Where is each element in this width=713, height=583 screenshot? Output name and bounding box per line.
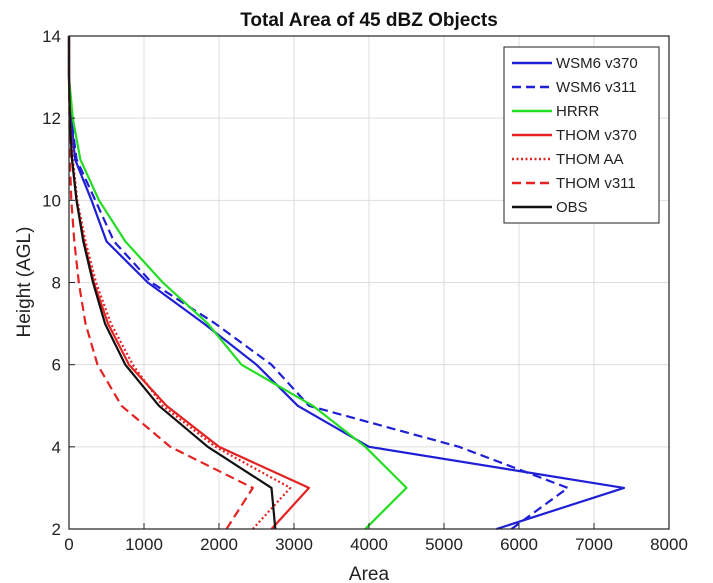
series-line-6 bbox=[67, 36, 254, 530]
x-tick-label: 8000 bbox=[650, 535, 688, 554]
y-axis-label: Height (AGL) bbox=[14, 227, 35, 338]
x-tick-label: 2000 bbox=[200, 535, 238, 554]
legend-label: WSM6 v370 bbox=[556, 55, 638, 72]
y-tick-label: 10 bbox=[42, 191, 61, 210]
legend-label: THOM v370 bbox=[556, 127, 637, 144]
legend-label: THOM AA bbox=[556, 151, 624, 168]
x-tick-label: 7000 bbox=[575, 535, 613, 554]
x-tick-label: 3000 bbox=[275, 535, 313, 554]
axis-ticks: 0 1000 2000 3000 4000 5000 6000 7000 8000 2 4 6 8 10 1… bbox=[42, 27, 688, 554]
chart-title: Total Area of 45 dBZ Objects bbox=[240, 10, 498, 31]
legend-label: WSM6 v311 bbox=[556, 79, 637, 96]
legend-label: HRRR bbox=[556, 103, 599, 120]
y-tick-label: 6 bbox=[52, 356, 61, 375]
x-axis-label: Area bbox=[349, 564, 390, 583]
x-tick-label: 0 bbox=[64, 535, 73, 554]
y-tick-label: 8 bbox=[52, 274, 61, 293]
legend-label: OBS bbox=[556, 199, 588, 216]
x-tick-label: 4000 bbox=[350, 535, 388, 554]
legend: WSM6 v370 WSM6 v311 HRRR THOM v370 THOM AA TH… bbox=[503, 46, 660, 224]
y-tick-label: 2 bbox=[52, 520, 61, 539]
series-line-5 bbox=[67, 36, 292, 530]
y-tick-label: 4 bbox=[52, 438, 61, 457]
x-tick-label: 5000 bbox=[425, 535, 463, 554]
y-tick-label: 12 bbox=[42, 109, 61, 128]
legend-label: THOM v311 bbox=[556, 175, 636, 192]
x-tick-label: 1000 bbox=[125, 535, 163, 554]
x-tick-label: 6000 bbox=[500, 535, 538, 554]
y-tick-label: 14 bbox=[42, 27, 61, 46]
